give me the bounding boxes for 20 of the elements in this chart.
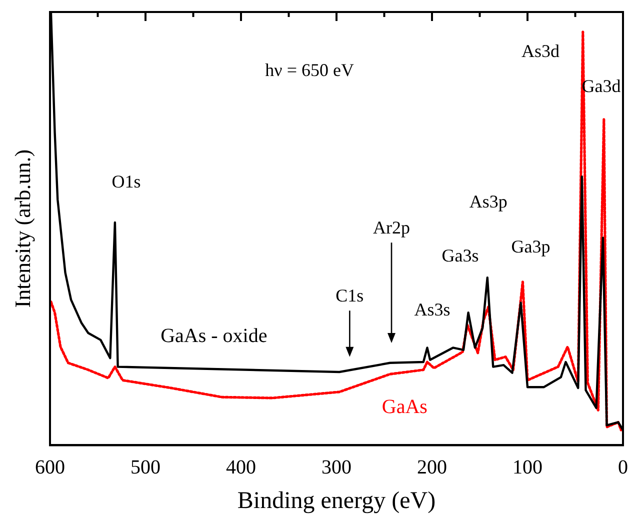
annotation: Ar2p [373, 217, 410, 238]
x-tick-label: 500 [130, 456, 160, 478]
annotation: Ga3s [442, 245, 479, 266]
x-axis-title: Binding energy (eV) [237, 488, 436, 514]
x-tick-label: 400 [226, 456, 256, 478]
annotation: As3s [414, 300, 450, 320]
series-label: GaAs - oxide [160, 325, 268, 348]
y-axis-title: Intensity (arb.un.) [10, 149, 35, 308]
x-tick-label: 300 [322, 456, 352, 478]
series-label: GaAs [382, 396, 428, 418]
annotation: As3d [521, 41, 560, 62]
annotation: C1s [336, 285, 364, 306]
annotation: As3p [469, 191, 508, 212]
x-tick-label: 100 [512, 456, 542, 478]
x-tick-label: 200 [417, 456, 447, 478]
annotation: Ga3p [511, 236, 550, 256]
x-tick-label: 0 [618, 456, 628, 478]
annotation: O1s [112, 171, 141, 192]
annotation: hν = 650 eV [265, 60, 354, 80]
x-tick-label: 600 [35, 456, 65, 478]
